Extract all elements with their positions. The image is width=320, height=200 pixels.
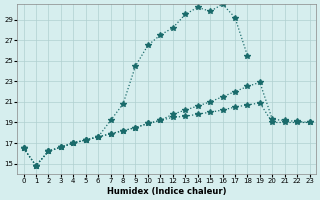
X-axis label: Humidex (Indice chaleur): Humidex (Indice chaleur) [107, 187, 226, 196]
